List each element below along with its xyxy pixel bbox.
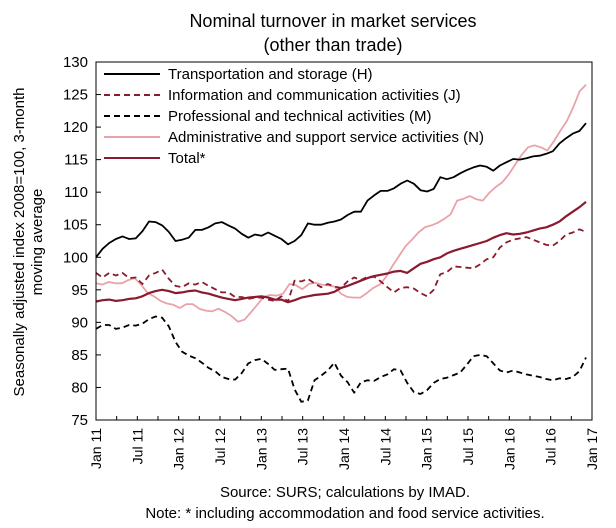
series-line-4 bbox=[95, 201, 587, 304]
x-tick-label: Jan 12 bbox=[171, 428, 187, 470]
x-tick-label: Jan 14 bbox=[336, 428, 352, 470]
legend: Transportation and storage (H) Informatio… bbox=[104, 66, 484, 167]
y-tick-label: 125 bbox=[63, 87, 88, 104]
legend-label-3: Administrative and support service activ… bbox=[168, 129, 484, 146]
legend-label-4: Total* bbox=[168, 150, 206, 167]
chart-title-line-2: (other than trade) bbox=[263, 35, 402, 55]
x-axis: Jan 11 Jul 11 Jan 12 Jul 12 Jan 13 Jul 13 Jan … bbox=[88, 416, 600, 470]
x-tick-label: Jul 12 bbox=[212, 428, 228, 466]
x-tick-label: Jan 11 bbox=[88, 428, 104, 469]
y-tick-label: 100 bbox=[63, 249, 88, 266]
y-tick-label: 130 bbox=[63, 54, 88, 71]
x-tick-label: Jul 13 bbox=[295, 428, 311, 466]
legend-label-2: Professional and technical activities (M… bbox=[168, 108, 431, 125]
note-text: Note: * including accommodation and food… bbox=[145, 505, 544, 522]
x-tick-label: Jan 16 bbox=[501, 428, 517, 470]
x-tick-label: Jul 14 bbox=[377, 428, 393, 466]
y-tick-label: 120 bbox=[63, 119, 88, 136]
plot-frame bbox=[95, 61, 593, 421]
series-line-3 bbox=[95, 84, 587, 323]
y-tick-label: 75 bbox=[71, 412, 88, 429]
legend-label-1: Information and communication activities… bbox=[168, 87, 461, 104]
y-tick-label: 105 bbox=[63, 217, 88, 234]
x-tick-label: Jul 11 bbox=[129, 428, 145, 465]
x-tick-label: Jan 15 bbox=[419, 428, 435, 470]
source-text: Source: SURS; calculations by IMAD. bbox=[220, 484, 470, 501]
y-axis-label-line-2: moving average bbox=[29, 189, 46, 296]
y-axis: 75 80 85 90 95 100 105 110 115 120 125 130 bbox=[63, 54, 101, 429]
y-tick-label: 90 bbox=[71, 314, 88, 331]
y-tick-label: 80 bbox=[71, 379, 88, 396]
x-tick-label: Jan 13 bbox=[253, 428, 269, 470]
y-axis-label-line-1: Seasonally adjusted index 2008=100, 3-mo… bbox=[11, 88, 28, 397]
chart-title-line-1: Nominal turnover in market services bbox=[189, 11, 476, 31]
y-tick-label: 110 bbox=[64, 184, 88, 201]
series-lines bbox=[95, 84, 587, 403]
y-tick-label: 85 bbox=[71, 347, 88, 364]
legend-label-0: Transportation and storage (H) bbox=[168, 66, 373, 83]
x-tick-label: Jul 15 bbox=[460, 428, 476, 466]
x-tick-label: Jul 16 bbox=[543, 428, 559, 466]
series-line-0 bbox=[95, 122, 587, 258]
x-tick-label: Jan 17 bbox=[584, 428, 600, 470]
series-line-2 bbox=[95, 315, 587, 403]
y-tick-label: 95 bbox=[71, 282, 88, 299]
y-tick-label: 115 bbox=[64, 152, 88, 169]
